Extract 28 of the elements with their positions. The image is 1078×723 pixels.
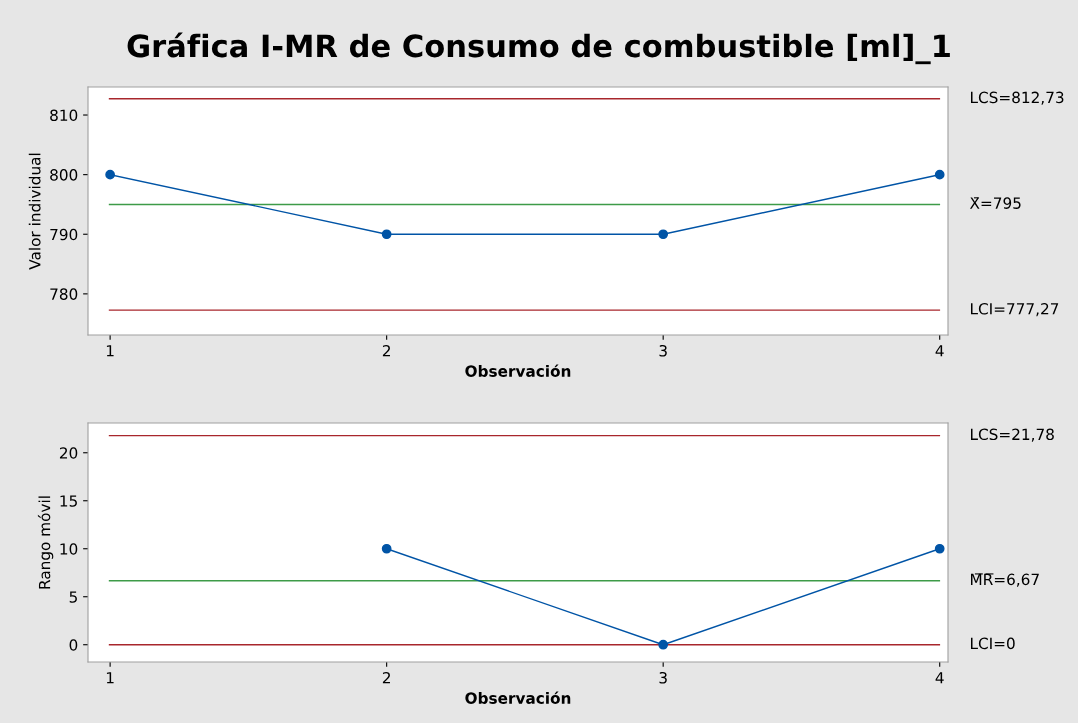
ref-line-label: LCS=812,73 — [971, 91, 1064, 105]
x-axis-title: Observación — [465, 364, 571, 377]
y-tick-label: 20 — [59, 447, 78, 459]
y-tick-label: 780 — [50, 288, 78, 300]
ref-line-label: X̄=795 — [969, 197, 1021, 209]
y-tick-label: 790 — [50, 228, 78, 241]
x-tick-label: 1 — [106, 672, 114, 684]
y-tick-label: 0 — [69, 639, 78, 651]
x-tick-label: 4 — [935, 672, 944, 684]
x-tick-label: 2 — [382, 344, 390, 357]
ref-line-label: LCS=21,78 — [971, 428, 1054, 442]
x-tick-label: 3 — [659, 671, 667, 684]
x-tick-label: 2 — [382, 671, 390, 684]
y-tick-label: 810 — [50, 109, 78, 122]
y-tick-label: 800 — [50, 169, 78, 181]
x-axis-title: Observación — [465, 691, 571, 704]
y-tick-label: 5 — [69, 591, 77, 603]
y-axis-title: Rango móvil — [37, 496, 54, 589]
chart-title: Gráfica I-MR de Consumo de combustible [ml]_1 — [127, 32, 950, 65]
ref-line-label: M̅R̅=6,67 — [971, 573, 1039, 587]
x-tick-label: 1 — [106, 345, 114, 357]
y-tick-label: 10 — [60, 543, 78, 555]
ref-line-label: LCI=777,27 — [971, 303, 1059, 317]
ref-line-label: LCI=0 — [971, 637, 1015, 650]
x-tick-label: 4 — [935, 345, 944, 357]
y-axis-title: Valor individual — [28, 153, 41, 270]
x-tick-label: 3 — [659, 344, 667, 357]
y-tick-label: 15 — [60, 495, 77, 507]
